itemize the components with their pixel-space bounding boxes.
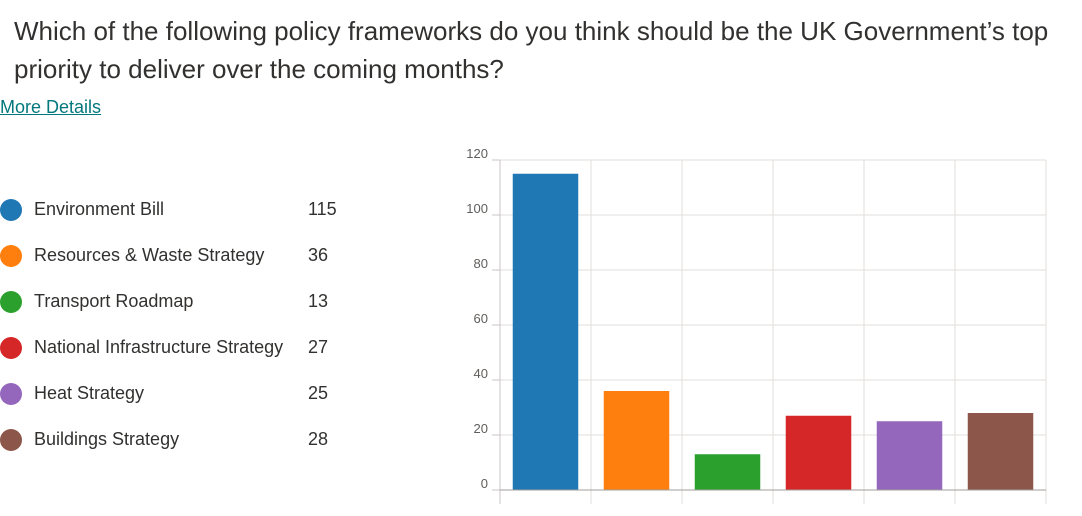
legend-color-dot [0,383,22,405]
legend-color-dot [0,429,22,451]
legend-color-dot [0,199,22,221]
legend-item: Heat Strategy 25 [0,374,360,420]
y-tick-label: 40 [474,366,488,381]
bar [967,413,1034,490]
legend-color-dot [0,337,22,359]
legend-label: National Infrastructure Strategy [34,337,284,357]
legend-label: Resources & Waste Strategy [34,245,265,265]
legend-label: Heat Strategy [34,383,145,403]
legend-item: Resources & Waste Strategy 36 [0,236,360,282]
bar [512,173,579,490]
legend-count: 36 [308,245,329,265]
bar [876,421,943,490]
bar-chart: 0 20 40 60 80 100 120 [466,146,1047,504]
legend-color-dot [0,291,22,313]
bar [603,391,670,490]
chart-legend: Environment Bill 115 Resources & Waste Str… [0,190,360,466]
y-tick-label: 120 [466,146,488,161]
legend-count: 13 [308,291,329,311]
legend-item: Buildings Strategy 28 [0,420,360,466]
legend-count: 27 [308,337,329,357]
legend-count: 115 [308,199,337,219]
question-title: Which of the following policy frameworks… [14,16,1049,84]
legend-item: Environment Bill 115 [0,190,360,236]
legend-label: Buildings Strategy [34,429,180,449]
y-tick-label: 0 [481,476,488,491]
legend-count: 28 [308,429,329,449]
bar [694,454,761,490]
y-tick-label: 60 [474,311,488,326]
legend-item: Transport Roadmap 13 [0,282,360,328]
legend-label: Transport Roadmap [34,291,194,311]
y-tick-label: 100 [466,201,488,216]
legend-color-dot [0,245,22,267]
legend-label: Environment Bill [34,199,165,219]
y-tick-label: 80 [474,256,488,271]
bar [785,415,852,490]
legend-item: National Infrastructure Strategy 27 [0,328,360,374]
legend-count: 25 [308,383,329,403]
more-details-link[interactable]: More Details [0,97,102,117]
y-tick-label: 20 [474,421,488,436]
